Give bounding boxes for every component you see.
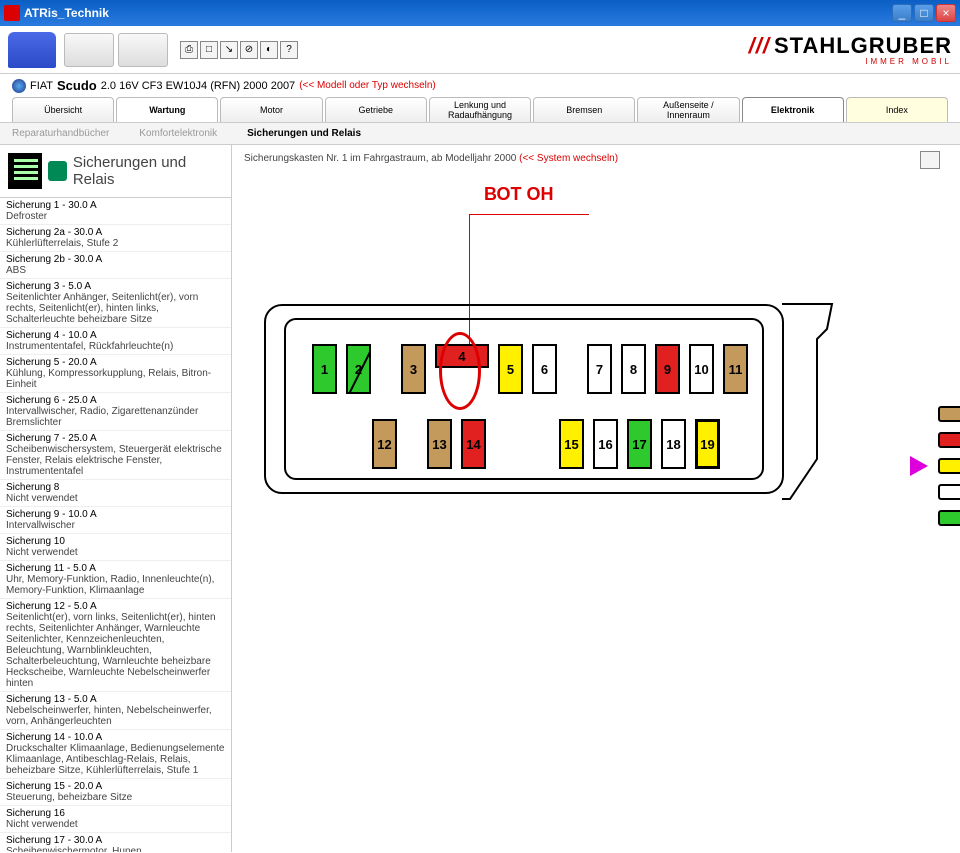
switch-model-link[interactable]: (<< Modell oder Typ wechseln)	[299, 80, 436, 91]
legend-row: 30 A	[938, 508, 960, 528]
main-tab[interactable]: Index	[846, 97, 948, 122]
legend-arrow-icon	[910, 456, 928, 476]
tool-icon-3[interactable]: ↘	[220, 41, 238, 59]
tool-tab-1[interactable]	[64, 33, 114, 67]
vehicle-info: FIAT Scudo 2.0 16V CF3 EW10J4 (RFN) 2000…	[0, 74, 960, 97]
switch-system-link[interactable]: (<< System wechseln)	[519, 153, 618, 164]
fuse-slot-13: 13	[427, 419, 452, 469]
annotation-text: ВОТ ОН	[484, 184, 554, 205]
tool-icon-5[interactable]: ◐	[260, 41, 278, 59]
fusebox: 1234567891011 12 1314 1516171819	[264, 304, 784, 494]
sidebar-title: Sicherungen und Relais	[73, 154, 223, 188]
tool-icon-4[interactable]: ⊘	[240, 41, 258, 59]
main-tab[interactable]: Bremsen	[533, 97, 635, 122]
fuse-diagram: ВОТ ОН 1234567891011 1213141516171819 5 …	[244, 204, 924, 704]
vehicle-spec: 2.0 16V CF3 EW10J4 (RFN) 2000 2007	[101, 80, 295, 92]
fuse-slot-14: 14	[461, 419, 486, 469]
tool-icon-6[interactable]: ?	[280, 41, 298, 59]
fuse-list-item[interactable]: Sicherung 11 - 5.0 AUhr, Memory-Funktion…	[0, 561, 231, 599]
fuse-slot-4: 4	[435, 344, 489, 368]
app-icon	[4, 5, 20, 21]
fuse-slot-5: 5	[498, 344, 523, 394]
sidebar: Sicherungen und Relais Sicherung 1 - 30.…	[0, 145, 232, 852]
fuse-list-item[interactable]: Sicherung 3 - 5.0 ASeitenlichter Anhänge…	[0, 279, 231, 328]
fuse-slot-15: 15	[559, 419, 584, 469]
fuse-slot-7: 7	[587, 344, 612, 394]
fuse-list-item[interactable]: Sicherung 2b - 30.0 AABS	[0, 252, 231, 279]
sub-tab[interactable]: Sicherungen und Relais	[247, 128, 361, 139]
fuse-list-item[interactable]: Sicherung 15 - 20.0 ASteuerung, beheizba…	[0, 779, 231, 806]
fuse-slot-12: 12	[372, 419, 397, 469]
main-panel: Sicherungskasten Nr. 1 im Fahrgastraum, …	[232, 145, 960, 852]
fuse-list-item[interactable]: Sicherung 14 - 10.0 ADruckschalter Klima…	[0, 730, 231, 779]
fuse-list-item[interactable]: Sicherung 9 - 10.0 AIntervallwischer	[0, 507, 231, 534]
fuse-slot-8: 8	[621, 344, 646, 394]
main-tab[interactable]: Übersicht	[12, 97, 114, 122]
legend-row: 25 A	[938, 482, 960, 502]
sub-tab[interactable]: Komfortelektronik	[139, 128, 217, 139]
fuse-list-item[interactable]: Sicherung 10Nicht verwendet	[0, 534, 231, 561]
titlebar: ATRis_Technik _ □ ×	[0, 0, 960, 26]
fuse-slot-6: 6	[532, 344, 557, 394]
fuse-slot-3: 3	[401, 344, 426, 394]
fuse-list[interactable]: Sicherung 1 - 30.0 ADefrosterSicherung 2…	[0, 197, 231, 852]
main-tabs: ÜbersichtWartungMotorGetriebeLenkung und…	[0, 97, 960, 123]
minimize-button[interactable]: _	[892, 4, 912, 22]
legend: 5 A 10 A 20 A 25 A 30 A	[938, 404, 960, 534]
window-buttons: _ □ ×	[892, 4, 956, 22]
fuse-slot-2: 2	[346, 344, 371, 394]
main-tab[interactable]: Elektronik	[742, 97, 844, 122]
fuse-list-item[interactable]: Sicherung 13 - 5.0 ANebelscheinwerfer, h…	[0, 692, 231, 730]
main-tab[interactable]: Außenseite / Innenraum	[637, 97, 739, 122]
tool-icon-2[interactable]: □	[200, 41, 218, 59]
main-tab[interactable]: Lenkung und Radaufhängung	[429, 97, 531, 122]
close-button[interactable]: ×	[936, 4, 956, 22]
fuse-slot-1: 1	[312, 344, 337, 394]
fuse-slot-10: 10	[689, 344, 714, 394]
toolbar: ⎙ □ ↘ ⊘ ◐ ? ///STAHLGRUBER IMMER MOBIL	[0, 26, 960, 74]
main-tab[interactable]: Motor	[220, 97, 322, 122]
car-icon[interactable]	[8, 32, 56, 68]
tool-tab-2[interactable]	[118, 33, 168, 67]
fiat-icon	[12, 79, 26, 93]
legend-row: 10 A	[938, 430, 960, 450]
wiring-lines	[782, 299, 852, 519]
fuse-slot-11: 11	[723, 344, 748, 394]
fuse-slot-17: 17	[627, 419, 652, 469]
fuse-list-item[interactable]: Sicherung 8Nicht verwendet	[0, 480, 231, 507]
main-tab[interactable]: Getriebe	[325, 97, 427, 122]
sub-tabs: Reparaturhandbücher Komfortelektronik Sich…	[0, 123, 960, 145]
relay-icon	[48, 161, 67, 181]
panel-title: Sicherungskasten Nr. 1 im Fahrgastraum, …	[244, 153, 948, 164]
vehicle-make: FIAT	[30, 80, 53, 92]
fuse-list-item[interactable]: Sicherung 12 - 5.0 ASeitenlicht(er), vor…	[0, 599, 231, 692]
legend-row: 5 A	[938, 404, 960, 424]
fuse-slot-18: 18	[661, 419, 686, 469]
vehicle-model: Scudo	[57, 78, 97, 93]
fuse-list-item[interactable]: Sicherung 6 - 25.0 AIntervallwischer, Ra…	[0, 393, 231, 431]
tool-icon-1[interactable]: ⎙	[180, 41, 198, 59]
legend-row: 20 A	[938, 456, 960, 476]
fuse-list-item[interactable]: Sicherung 7 - 25.0 AScheibenwischersyste…	[0, 431, 231, 480]
fuse-list-item[interactable]: Sicherung 5 - 20.0 AKühlung, Kompressork…	[0, 355, 231, 393]
sub-tab[interactable]: Reparaturhandbücher	[12, 128, 109, 139]
maximize-button[interactable]: □	[914, 4, 934, 22]
fuse-list-item[interactable]: Sicherung 17 - 30.0 AScheibenwischermoto…	[0, 833, 231, 852]
main-tab[interactable]: Wartung	[116, 97, 218, 122]
fuse-list-item[interactable]: Sicherung 16Nicht verwendet	[0, 806, 231, 833]
fuse-slot-19: 19	[695, 419, 720, 469]
window-title: ATRis_Technik	[24, 6, 892, 20]
fuse-list-item[interactable]: Sicherung 4 - 10.0 AInstrumententafel, R…	[0, 328, 231, 355]
fuses-icon	[8, 153, 42, 189]
fuse-list-item[interactable]: Sicherung 2a - 30.0 AKühlerlüfterrelais,…	[0, 225, 231, 252]
print-icon[interactable]	[920, 151, 940, 169]
fuse-list-item[interactable]: Sicherung 1 - 30.0 ADefroster	[0, 198, 231, 225]
brand: ///STAHLGRUBER IMMER MOBIL	[749, 33, 952, 66]
fuse-slot-16: 16	[593, 419, 618, 469]
fuse-slot-9: 9	[655, 344, 680, 394]
